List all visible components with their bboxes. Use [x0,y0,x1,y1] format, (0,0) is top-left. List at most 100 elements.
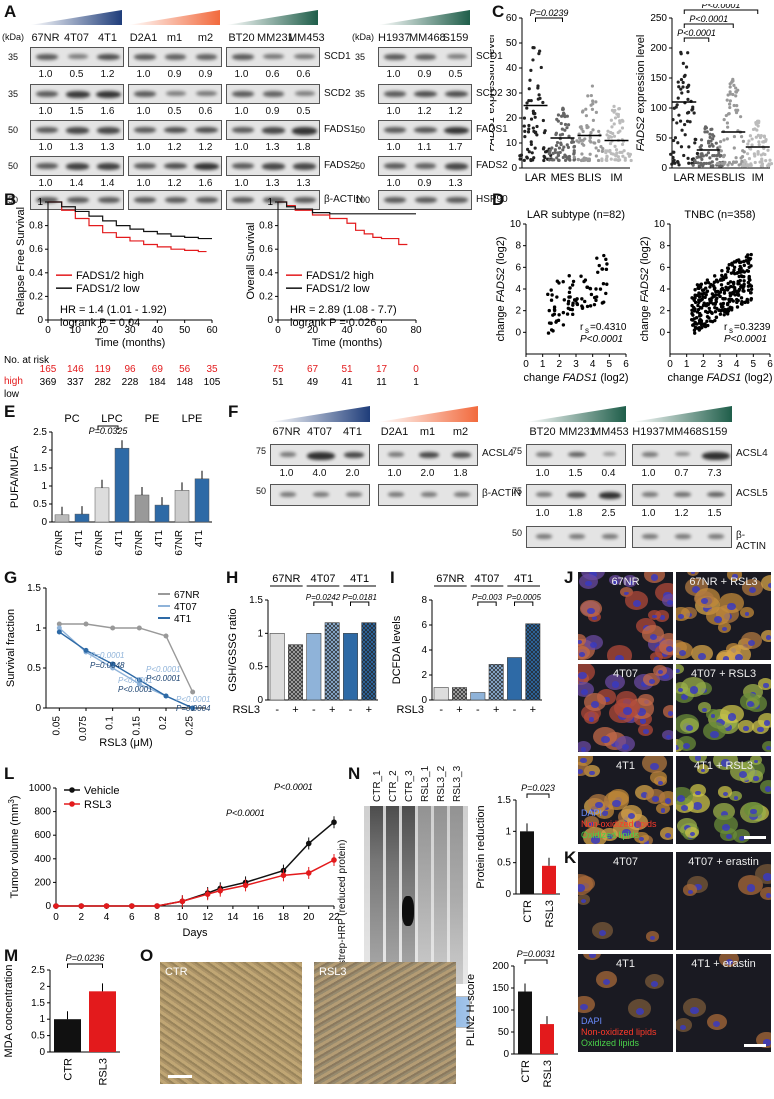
x-tick-label: IM [610,172,622,184]
protein-label: ACSL4 [482,448,514,459]
quant-value: 1.0 [234,142,249,153]
nucleus [659,615,665,620]
y-tick-label: 0 [511,163,517,174]
data-point [762,135,767,139]
p-value: P=0.0031 [517,949,556,959]
data-point [726,267,730,271]
blot-strip [526,526,626,548]
panel-label-h: H [226,568,239,587]
y-axis-label: GSH/GSSG ratio [227,608,239,691]
data-point [676,80,680,84]
nucleus [662,673,669,680]
survival-fraction-chart: 0 0.5 1 1.5 0.05 0.075 0.1 0.15 0.2 0.25 67NR4T074… [5,583,211,749]
data-point [677,163,681,167]
data-point [563,158,568,163]
blot-strip [128,47,222,67]
bar [540,1024,554,1054]
data-point [734,94,738,98]
data-point [720,278,724,282]
nucleus [738,835,745,841]
panel-label-f: F [228,402,239,421]
nucleus [681,805,689,811]
data-point [732,265,737,270]
lane-smear [434,806,447,984]
data-point [684,65,689,69]
mw-marker: 35 [355,52,366,62]
data-point [594,298,598,303]
band [387,452,404,457]
data-point [529,68,533,72]
legend-label: Oxidized lipids [581,1038,640,1048]
data-point [538,96,542,100]
micrograph: 4T1 + RSL3 [676,756,771,844]
nucleus [683,743,690,749]
band [261,127,286,134]
nucleus [689,832,695,837]
y-tick-label: 10 [654,219,666,230]
quant-value: 0.5 [167,106,182,117]
micrograph-label: 4T1 [616,958,635,970]
blot-ylabel: IB: strep-HRP (reduced protein) [337,839,348,980]
panel-label-e: E [4,402,16,421]
lipid-label: PC [64,413,79,425]
data-point [537,93,541,97]
data-point [588,304,593,308]
data-point [705,319,709,323]
scale-bar [744,836,766,839]
data-point [609,130,613,135]
data-point [529,99,533,103]
quant-value: 0.6 [265,69,280,80]
nucleus [714,615,723,623]
significance-bracket [514,601,534,606]
tumor-volume-chart: 0 200 400 600 800 1000 0 2 4 6 8 10 12 14 16 18 20 22 Vehi… [7,782,340,939]
y-axis-label: Tumor volume (mm3) [7,795,21,898]
data-point [690,108,694,112]
data-point [563,153,567,157]
data-point [693,300,698,305]
quant-value: 1.0 [136,106,151,117]
band [262,91,285,97]
x-tick-label: 1 [540,359,546,370]
lane-label: 67NR [31,32,60,44]
logrank-text: logrank P = 0.04 [60,317,140,329]
data-point [699,138,704,142]
panel-label-j: J [564,568,574,587]
data-point [600,267,604,271]
data-point [586,125,590,129]
data-point [580,152,584,156]
nucleus [657,669,663,675]
hr-text: HR = 1.4 (1.01 - 1.92) [60,304,167,316]
data-point [570,283,575,287]
lipid-label: LPC [101,413,122,425]
band [312,492,329,497]
data-point [523,129,527,133]
y-tick-label: 0 [41,517,47,528]
y-tick-label: 0.4 [29,268,43,279]
quant-value: 0.7 [674,468,689,479]
y-tick-label: 0 [421,695,427,706]
data-point [554,143,559,148]
mw-marker: 75 [512,446,523,456]
p-value: P=0.0005 [506,593,541,602]
data-point [732,160,736,164]
data-point [732,134,737,139]
data-point [604,267,609,272]
risk-low: 51 [272,377,284,388]
data-point [604,257,608,262]
micrograph-label: 4T1 + RSL3 [693,760,753,772]
data-point [711,144,715,148]
data-point [552,305,557,309]
blot-strip [226,47,320,67]
treatment-label: - [439,704,443,716]
nucleus [763,720,771,726]
risk-high: 17 [376,364,388,375]
x-tick-label: BLIS [721,172,745,184]
legend-label: Non-oxidized lipids [581,1027,657,1037]
y-tick-label: 1 [37,197,43,208]
quant-value: 1.0 [38,142,53,153]
x-tick-label: 5 [751,359,757,370]
micrograph: 4T07 + RSL3 [676,664,771,752]
data-point [546,292,550,297]
y-tick-label: 1.5 [31,998,45,1009]
rs-sub: s [585,326,589,335]
